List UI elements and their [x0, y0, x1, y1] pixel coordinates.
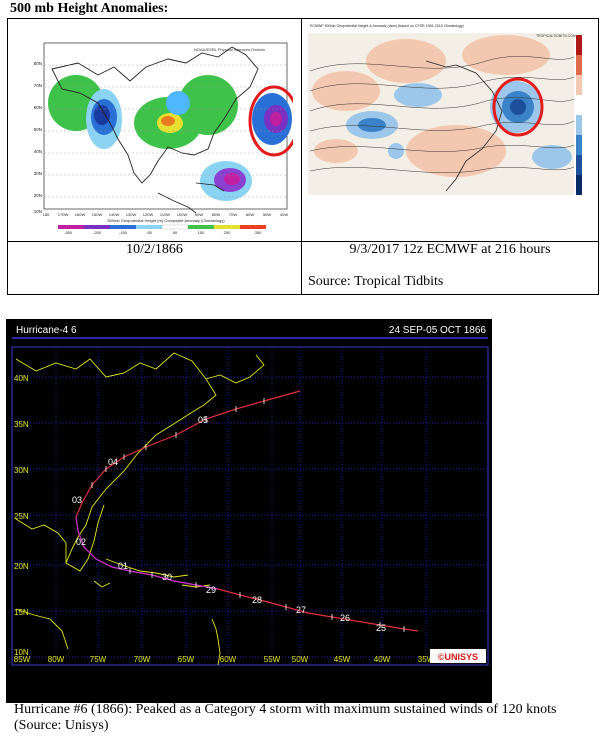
- day-label: 03: [72, 495, 82, 505]
- svg-text:20N: 20N: [14, 562, 29, 571]
- unisys-logo-text: ©UNISYS: [438, 652, 478, 662]
- track-map-svg: Hurricane-4 6 24 SEP-05 OCT 1866: [6, 319, 492, 703]
- day-label: 01: [118, 561, 128, 571]
- day-label: 02: [76, 537, 86, 547]
- svg-text:170W: 170W: [58, 212, 69, 217]
- svg-text:80W: 80W: [212, 212, 220, 217]
- color-scale: [58, 224, 266, 230]
- composite-anomaly-map: NOAA/ESRL Physical Sciences Division 80N…: [18, 23, 293, 235]
- svg-text:-50: -50: [146, 230, 153, 235]
- svg-text:350: 350: [255, 230, 262, 235]
- svg-text:25N: 25N: [14, 512, 29, 521]
- svg-text:50N: 50N: [34, 127, 42, 132]
- svg-text:130W: 130W: [126, 212, 137, 217]
- track-title-right: 24 SEP-05 OCT 1866: [389, 325, 487, 336]
- left-date-caption: 10/2/1866: [126, 242, 183, 257]
- hurricane-track-map: Hurricane-4 6 24 SEP-05 OCT 1866: [6, 319, 492, 703]
- source-label: Source: Tropical Tidbits: [308, 274, 444, 289]
- day-label: 05: [198, 415, 208, 425]
- right-map-cell: ECMWF 500mb Geopotential Height & Anomal…: [301, 18, 599, 242]
- svg-text:70N: 70N: [34, 83, 42, 88]
- right-date-cell: 9/3/2017 12z ECMWF at 216 hours Source: …: [301, 241, 599, 295]
- track-title-left: Hurricane-4 6: [16, 325, 77, 336]
- svg-text:ECMWF 500mb Geopotential Heigh: ECMWF 500mb Geopotential Height & Anomal…: [310, 24, 464, 28]
- unisys-logo: [430, 649, 486, 663]
- highlight-circle-left: [248, 85, 293, 157]
- svg-text:85W: 85W: [14, 655, 31, 664]
- svg-text:30N: 30N: [34, 171, 42, 176]
- svg-text:250: 250: [224, 230, 231, 235]
- anomaly-colorbar: [576, 35, 582, 195]
- svg-text:60W: 60W: [220, 655, 237, 664]
- svg-text:35N: 35N: [14, 420, 29, 429]
- svg-text:-250: -250: [93, 230, 102, 235]
- highlight-circle-right: [492, 77, 544, 137]
- brand-label: TROPICALTIDBITS.COM: [536, 34, 576, 38]
- svg-text:500mb Geopotential Height (m): 500mb Geopotential Height (m) Composite …: [107, 218, 225, 223]
- svg-text:75W: 75W: [90, 655, 107, 664]
- svg-text:140W: 140W: [109, 212, 120, 217]
- storm-track-early: [75, 516, 219, 590]
- svg-text:15N: 15N: [14, 608, 29, 617]
- figure-caption: Hurricane #6 (1866): Peaked as a Categor…: [14, 702, 557, 733]
- svg-text:55W: 55W: [264, 655, 281, 664]
- svg-text:30N: 30N: [14, 466, 29, 475]
- svg-text:70W: 70W: [229, 212, 237, 217]
- svg-text:10N: 10N: [14, 648, 29, 657]
- svg-text:100W: 100W: [177, 212, 188, 217]
- svg-text:180: 180: [43, 212, 50, 217]
- svg-text:150: 150: [198, 230, 205, 235]
- svg-text:160W: 160W: [75, 212, 86, 217]
- svg-text:45W: 45W: [334, 655, 351, 664]
- day-label: 29: [206, 585, 216, 595]
- svg-text:-350: -350: [64, 230, 73, 235]
- svg-text:50W: 50W: [292, 655, 309, 664]
- svg-text:20N: 20N: [34, 193, 42, 198]
- svg-text:50W: 50W: [263, 212, 271, 217]
- svg-text:10N: 10N: [34, 209, 42, 214]
- svg-text:50: 50: [173, 230, 178, 235]
- left-date-cell: 10/2/1866: [7, 241, 302, 295]
- svg-text:-150: -150: [119, 230, 128, 235]
- svg-text:40N: 40N: [34, 149, 42, 154]
- section-heading: 500 mb Height Anomalies:: [10, 1, 169, 16]
- svg-text:60N: 60N: [34, 105, 42, 110]
- svg-text:150W: 150W: [92, 212, 103, 217]
- comparison-table: NOAA/ESRL Physical Sciences Division 80N…: [7, 18, 599, 295]
- day-label: 25: [376, 623, 386, 633]
- svg-text:40W: 40W: [374, 655, 391, 664]
- ecmwf-forecast-map: ECMWF 500mb Geopotential Height & Anomal…: [306, 21, 588, 197]
- day-label: 30: [162, 572, 172, 582]
- svg-text:110W: 110W: [160, 212, 170, 217]
- day-label: 26: [340, 613, 350, 623]
- day-label: 27: [296, 605, 306, 615]
- svg-text:35W: 35W: [418, 655, 435, 664]
- svg-text:65W: 65W: [178, 655, 195, 664]
- svg-text:80W: 80W: [48, 655, 65, 664]
- svg-text:60W: 60W: [246, 212, 254, 217]
- svg-text:70W: 70W: [134, 655, 151, 664]
- left-map-cell: NOAA/ESRL Physical Sciences Division 80N…: [7, 18, 302, 242]
- svg-text:90W: 90W: [195, 212, 203, 217]
- right-date-caption: 9/3/2017 12z ECMWF at 216 hours: [349, 242, 551, 257]
- svg-text:80N: 80N: [34, 61, 42, 66]
- day-label: 28: [252, 595, 262, 605]
- svg-text:40N: 40N: [14, 374, 29, 383]
- map-credit-left: NOAA/ESRL Physical Sciences Division: [194, 47, 265, 52]
- day-label: 04: [108, 457, 118, 467]
- svg-text:120W: 120W: [143, 212, 154, 217]
- svg-text:40W: 40W: [280, 212, 288, 217]
